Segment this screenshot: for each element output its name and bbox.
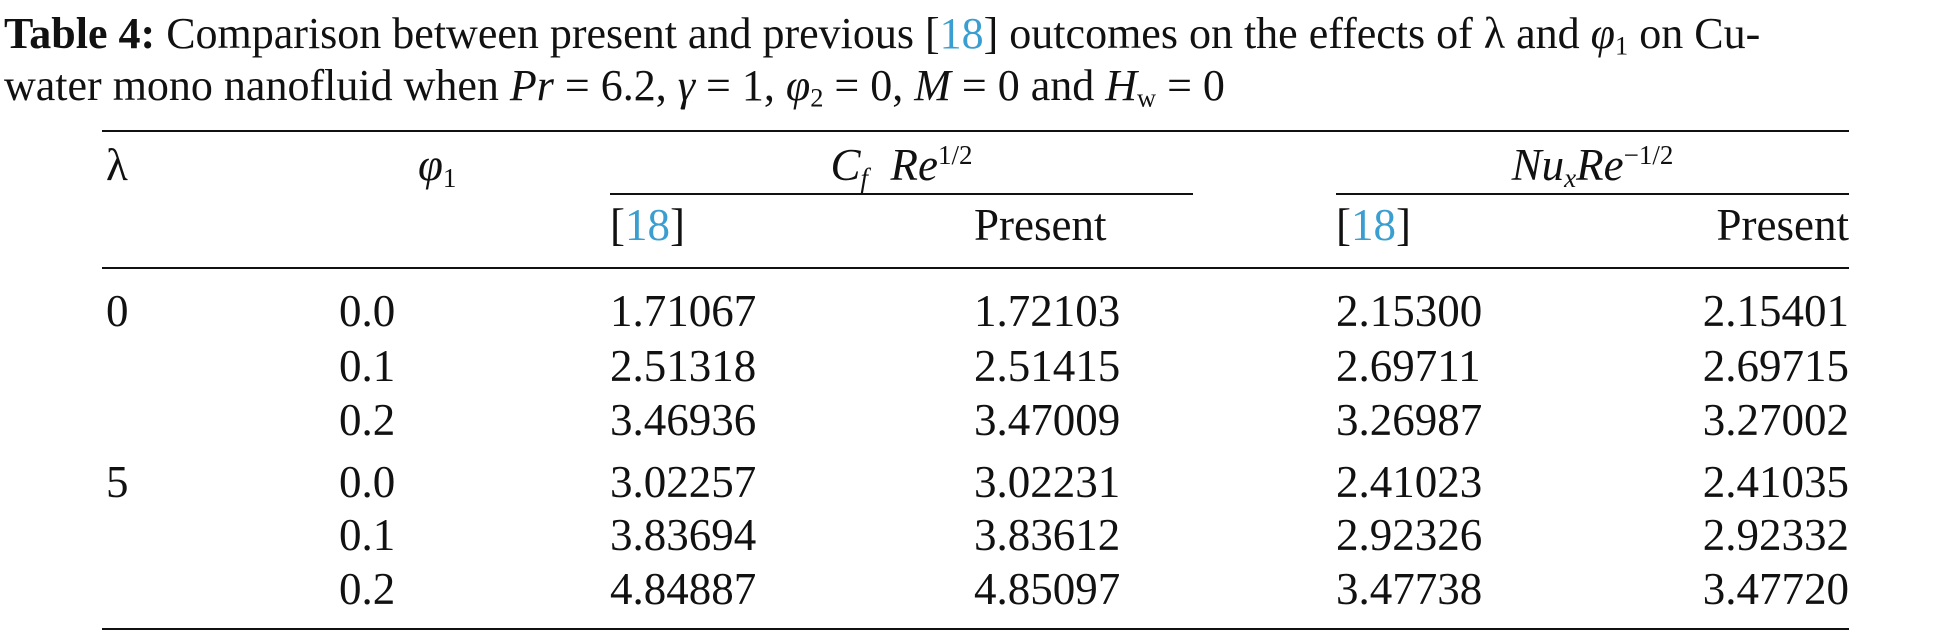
cf-present-cell: 2.51415 — [974, 341, 1121, 391]
cf-present-cell: 4.85097 — [974, 564, 1121, 614]
nu-ref-cell: 2.69711 — [1336, 341, 1481, 391]
header-math: −1/2 — [1623, 139, 1674, 170]
cf-present-cell: 3.47009 — [974, 395, 1121, 445]
header-math: 1 — [442, 162, 457, 193]
mid-rule — [102, 267, 1849, 269]
caption-text: ] outcomes on the effects of — [983, 9, 1484, 58]
caption-label: Table 4: — [4, 9, 156, 58]
nu-ref-cell: 3.26987 — [1336, 395, 1483, 445]
cf-present-cell: 1.72103 — [974, 286, 1121, 336]
subheader: [18] — [610, 200, 685, 250]
cf-ref-cell: 1.71067 — [610, 286, 757, 336]
caption-text: Comparison between present and previous … — [166, 9, 940, 58]
cf-present-cell: 3.83612 — [974, 510, 1121, 560]
header-group: Cf Re1/2 — [610, 139, 1193, 193]
bracket: [ — [610, 200, 625, 250]
caption-text: = 0, — [823, 61, 915, 110]
nu-ref-cell: 3.47738 — [1336, 564, 1483, 614]
nu-present-cell: 3.47720 — [1702, 564, 1849, 614]
cf-ref-cell: 2.51318 — [610, 341, 757, 391]
caption-math: φ — [1590, 9, 1616, 58]
top-rule — [102, 130, 1849, 132]
bracket: ] — [670, 200, 685, 250]
caption-text: and — [1505, 9, 1591, 58]
caption-math: λ — [1483, 9, 1506, 58]
nu-present-cell: 2.69715 — [1702, 341, 1849, 391]
header-math: Nu — [1511, 140, 1565, 190]
phi-cell: 0.2 — [339, 564, 396, 614]
caption-math: w — [1137, 82, 1157, 113]
group-rule — [1336, 193, 1849, 195]
caption-text: = 1, — [695, 61, 786, 110]
cf-ref-cell: 3.46936 — [610, 395, 757, 445]
nu-present-cell: 2.15401 — [1702, 286, 1849, 336]
cf-ref-cell: 3.02257 — [610, 457, 757, 507]
cf-present-cell: 3.02231 — [974, 457, 1121, 507]
caption-math: 2 — [810, 82, 824, 113]
phi-cell: 0.0 — [339, 286, 396, 336]
caption-math: 1 — [1615, 30, 1629, 61]
cf-ref-cell: 4.84887 — [610, 564, 757, 614]
caption-text: on Cu- — [1628, 9, 1761, 58]
header-phi: φ1 — [418, 140, 457, 193]
group-rule — [610, 193, 1193, 195]
nu-present-cell: 2.92332 — [1702, 510, 1849, 560]
subheader: [18] — [1336, 200, 1411, 250]
header-math: f — [860, 162, 869, 193]
header-group: NuxRe−1/2 — [1336, 139, 1849, 193]
header-math: Re — [890, 140, 938, 190]
nu-present-cell: 3.27002 — [1702, 395, 1849, 445]
bracket: [ — [1336, 200, 1351, 250]
header-math: x — [1564, 162, 1577, 193]
nu-ref-cell: 2.15300 — [1336, 286, 1483, 336]
caption-text: water mono nanofluid when — [4, 61, 510, 110]
bottom-rule — [102, 628, 1849, 630]
lambda-cell: 0 — [106, 286, 129, 336]
citation[interactable]: 18 — [1351, 200, 1396, 250]
phi-cell: 0.1 — [339, 341, 396, 391]
nu-present-cell: 2.41035 — [1702, 457, 1849, 507]
citation[interactable]: 18 — [939, 9, 984, 58]
header-math: Re — [1576, 140, 1624, 190]
caption-text: = 6.2, — [553, 61, 678, 110]
phi-cell: 0.2 — [339, 395, 396, 445]
caption-math: Pr — [509, 61, 554, 110]
caption-math: M — [914, 61, 951, 110]
nu-ref-cell: 2.92326 — [1336, 510, 1483, 560]
caption-text: = 0 and — [950, 61, 1106, 110]
citation[interactable]: 18 — [625, 200, 670, 250]
header-math: 1/2 — [937, 139, 973, 170]
phi-cell: 0.0 — [339, 457, 396, 507]
nu-ref-cell: 2.41023 — [1336, 457, 1483, 507]
caption-math: φ — [785, 61, 811, 110]
subheader: Present — [1716, 200, 1849, 250]
subheader: Present — [974, 200, 1107, 250]
caption: Table 4: Comparison between present and … — [4, 8, 1760, 112]
header-lambda: λ — [106, 140, 128, 190]
lambda-cell: 5 — [106, 457, 129, 507]
caption-math: H — [1105, 61, 1138, 110]
cf-ref-cell: 3.83694 — [610, 510, 757, 560]
header-math: C — [830, 140, 861, 190]
caption-text: = 0 — [1156, 61, 1225, 110]
bracket: ] — [1396, 200, 1411, 250]
phi-cell: 0.1 — [339, 510, 396, 560]
header-math: φ — [418, 140, 443, 190]
caption-math: γ — [677, 61, 696, 110]
